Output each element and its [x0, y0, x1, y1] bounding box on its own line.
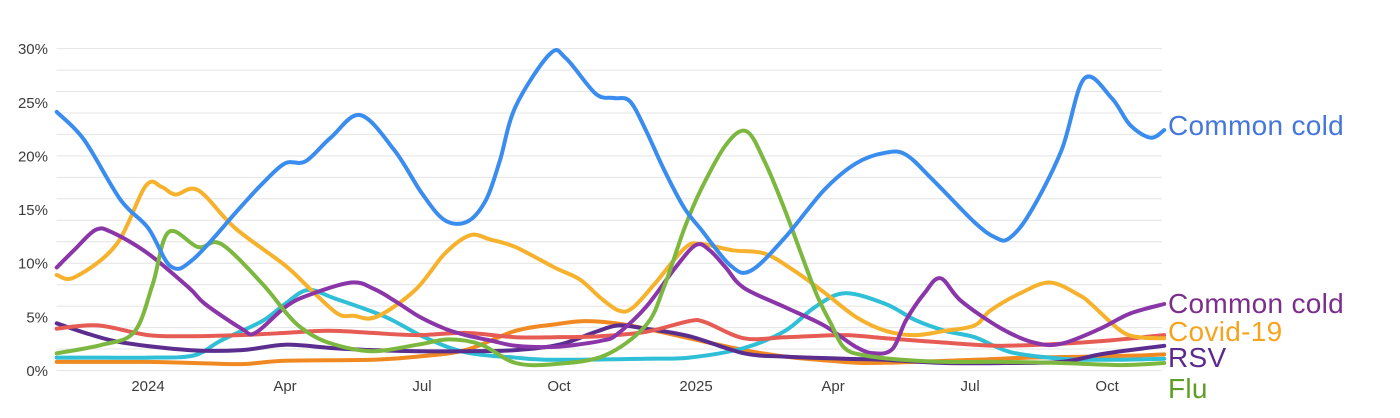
series-line-e65c55 [54, 318, 1167, 348]
y-axis-tick-label: 30% [18, 41, 48, 58]
series-end-label-flu: Flu [1168, 373, 1208, 404]
x-axis-tick-label: Jul [961, 378, 980, 395]
series-line-covid-19 [54, 179, 1167, 341]
x-axis-tick-label: Jul [412, 378, 431, 395]
y-axis-tick-label: 25% [18, 95, 48, 112]
series-end-label-common-cold: Common cold [1168, 110, 1344, 141]
y-axis-tick-label: 15% [18, 202, 48, 219]
series-line-common-cold [54, 226, 1167, 356]
y-axis-tick-label: 0% [26, 363, 48, 380]
y-axis-tick-label: 10% [18, 256, 48, 273]
x-axis-tick-label: 2025 [679, 378, 712, 395]
y-axis-tick-label: 5% [26, 309, 48, 326]
y-axis-tick-label: 20% [18, 148, 48, 165]
x-axis-tick-label: Apr [821, 378, 844, 395]
series-line-f08921 [54, 319, 1167, 367]
x-axis-tick-label: Oct [1095, 378, 1119, 395]
series-end-label-rsv: RSV [1168, 342, 1226, 373]
x-axis-tick-label: 2024 [131, 378, 164, 395]
series-end-label-common-cold: Common cold [1168, 288, 1344, 319]
series-line-flu [54, 128, 1167, 368]
x-axis-tick-label: Oct [547, 378, 571, 395]
x-axis-tick-label: Apr [273, 378, 296, 395]
series-line-common-cold [54, 48, 1167, 275]
series-end-label-covid-19: Covid-19 [1168, 316, 1282, 347]
